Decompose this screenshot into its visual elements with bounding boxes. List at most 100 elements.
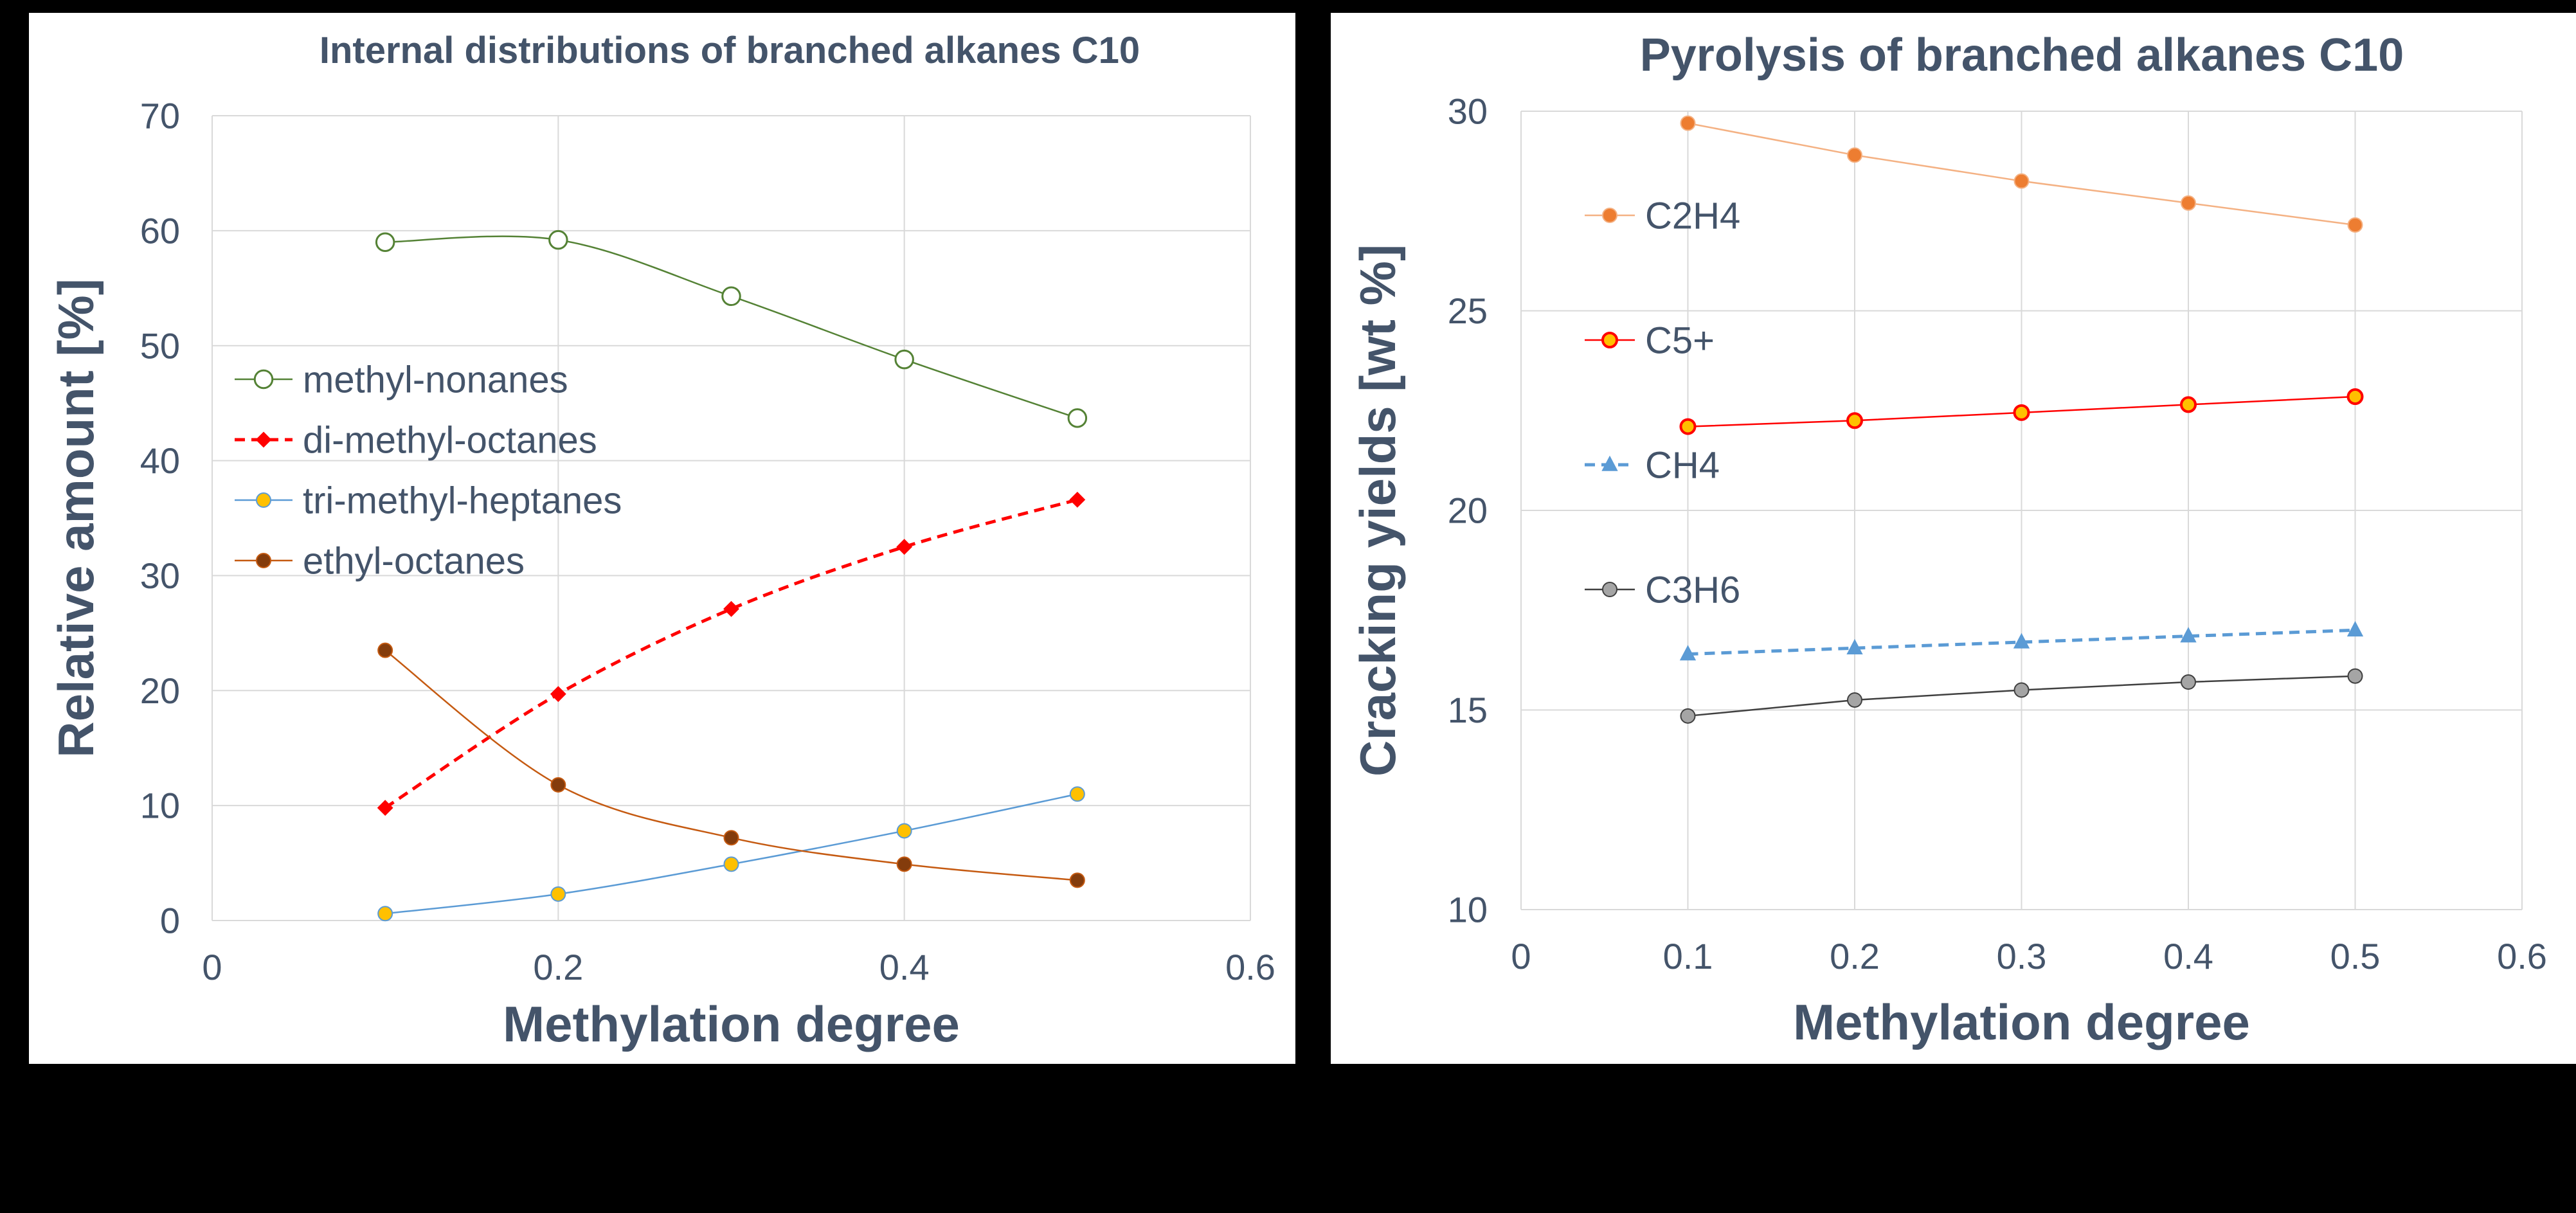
series-C3H6 — [1680, 668, 2363, 724]
data-point — [377, 800, 393, 816]
data-point — [1846, 638, 1863, 655]
y-axis-title: Relative amount [%] — [48, 278, 104, 757]
series-CH4 — [1679, 621, 2364, 661]
series-methyl-nonanes — [375, 229, 1088, 428]
y-tick-label: 50 — [140, 325, 180, 366]
data-point — [2347, 668, 2363, 684]
x-tick-label: 0.4 — [2163, 936, 2213, 976]
legend-item: C5+ — [1585, 319, 1715, 361]
data-point — [1069, 491, 1086, 508]
data-point — [550, 886, 566, 902]
legend-swatch-marker — [1601, 332, 1618, 348]
y-tick-label: 25 — [1448, 291, 1488, 331]
chart-title: Pyrolysis of branched alkanes C10 — [1640, 30, 2404, 81]
line-chart-left: 0 10 20 30 40 50 60 70 0 0.2 0.4 0.6 Internal distri… — [48, 30, 1275, 1052]
data-point — [1067, 408, 1088, 428]
x-tick-label: 0.1 — [1663, 936, 1713, 976]
data-point — [896, 823, 912, 839]
line-chart-right: 10 15 20 25 30 0 0.1 0.2 0.3 0.4 0.5 0.6 Pyrolysis o… — [1349, 30, 2547, 1050]
legend-item: methyl-nonanes — [235, 359, 568, 400]
legend-label: C2H4 — [1645, 195, 1740, 237]
x-axis-title: Methylation degree — [503, 996, 960, 1052]
series-ethyl-octanes — [377, 642, 1085, 888]
data-point — [2013, 173, 2030, 189]
data-point — [1680, 115, 1696, 131]
legend-item: di-methyl-octanes — [235, 419, 597, 461]
legend-label: methyl-nonanes — [303, 359, 568, 400]
legend-swatch-marker — [1602, 208, 1617, 223]
legend-label: C5+ — [1645, 319, 1715, 361]
series-line — [384, 498, 1078, 809]
data-point — [1069, 786, 1085, 802]
legend-item: tri-methyl-heptanes — [235, 480, 622, 521]
legend-item: CH4 — [1585, 444, 1720, 486]
x-tick-label: 0 — [1511, 936, 1531, 976]
data-point — [1847, 692, 1862, 708]
data-point — [2347, 217, 2363, 233]
y-tick-label: 40 — [140, 440, 180, 481]
y-tick-label: 10 — [1448, 890, 1488, 930]
data-point — [1847, 147, 1862, 163]
chart-title: Internal distributions of branched alkan… — [320, 30, 1140, 71]
series-tri-methyl-heptanes — [377, 786, 1085, 922]
data-point — [1679, 418, 1697, 435]
x-tick-label: 0.3 — [1997, 936, 2047, 976]
data-point — [2180, 627, 2197, 643]
legend-label: tri-methyl-heptanes — [303, 480, 622, 521]
data-point — [896, 539, 913, 555]
data-point — [2181, 195, 2196, 211]
data-point — [2013, 633, 2030, 649]
data-point — [2013, 404, 2030, 421]
x-tick-label: 0.2 — [1830, 936, 1880, 976]
data-point — [548, 229, 568, 250]
legend-item: ethyl-octanes — [235, 540, 525, 582]
series-di-methyl-octanes — [377, 491, 1086, 816]
data-point — [1679, 645, 1697, 661]
data-point — [377, 642, 393, 658]
data-point — [894, 349, 914, 370]
legend-label: ethyl-octanes — [303, 540, 525, 582]
legend-item: C3H6 — [1585, 569, 1740, 611]
series-line — [1688, 628, 2355, 656]
series-line — [384, 649, 1077, 881]
data-point — [375, 232, 395, 252]
series-line — [385, 793, 1078, 915]
y-axis-title: Cracking yields [wt %] — [1349, 244, 1406, 777]
data-point — [1680, 708, 1696, 724]
data-point — [2180, 396, 2197, 413]
legend-swatch-marker — [256, 553, 271, 568]
legend-swatch-marker — [1602, 582, 1617, 597]
data-point — [550, 686, 566, 703]
data-point — [2181, 674, 2196, 690]
x-tick-label: 0 — [202, 947, 222, 987]
y-tick-label: 30 — [140, 555, 180, 596]
legend-swatch-marker — [253, 369, 274, 390]
chart-panel-right: 10 15 20 25 30 0 0.1 0.2 0.3 0.4 0.5 0.6 Pyrolysis o… — [1331, 13, 2576, 1064]
y-tick-label: 15 — [1448, 690, 1488, 730]
y-tick-label: 20 — [1448, 490, 1488, 531]
y-tick-label: 0 — [160, 901, 180, 941]
legend-label: C3H6 — [1645, 569, 1740, 611]
legend-swatch-marker — [1601, 455, 1618, 471]
x-tick-label: 0.4 — [879, 947, 930, 987]
x-tick-label: 0.6 — [1225, 947, 1275, 987]
series-C2H4 — [1680, 115, 2363, 233]
y-tick-label: 20 — [140, 670, 180, 711]
y-tick-label: 30 — [1448, 91, 1488, 132]
y-tick-label: 10 — [140, 786, 180, 826]
data-point — [2013, 682, 2030, 698]
data-point — [721, 286, 741, 307]
legend-label: CH4 — [1645, 444, 1720, 486]
data-point — [377, 906, 393, 922]
x-axis-title: Methylation degree — [1793, 994, 2250, 1050]
legend-label: di-methyl-octanes — [303, 419, 597, 461]
legend-item: C2H4 — [1585, 195, 1740, 237]
data-point — [550, 777, 566, 793]
chart-panel-left: 0 10 20 30 40 50 60 70 0 0.2 0.4 0.6 Internal distri… — [29, 13, 1295, 1064]
y-tick-label: 70 — [140, 96, 180, 136]
data-point — [723, 830, 739, 846]
data-point — [896, 856, 912, 872]
x-tick-label: 0.6 — [2497, 936, 2547, 976]
data-point — [1846, 412, 1863, 429]
data-point — [1069, 872, 1085, 888]
